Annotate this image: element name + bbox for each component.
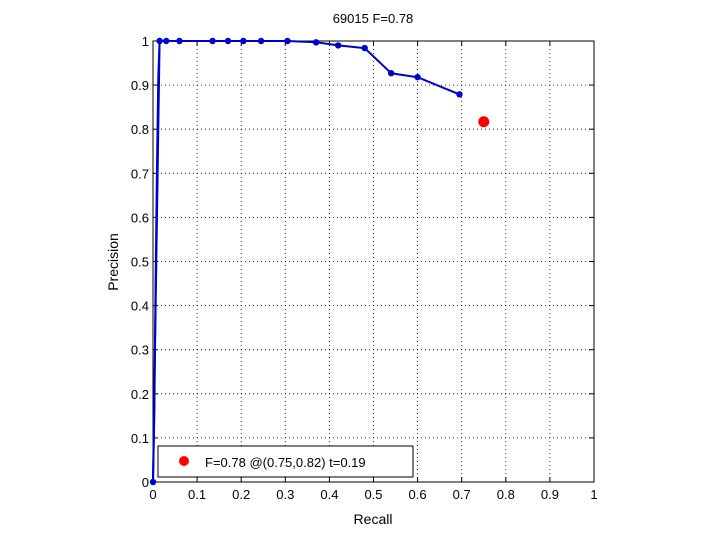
data-point <box>257 37 265 45</box>
data-point <box>361 44 368 52</box>
y-axis-label: Precision <box>105 233 121 291</box>
y-tick-label: 0.5 <box>131 255 149 270</box>
legend-box <box>157 445 414 478</box>
data-point <box>284 37 291 45</box>
chart-title: 69015 F=0.78 <box>333 11 414 26</box>
data-point <box>387 69 395 77</box>
data-point <box>456 91 463 98</box>
legend-marker <box>179 456 189 466</box>
best-f-point <box>478 116 490 128</box>
data-point <box>240 37 247 45</box>
y-tick-label: 0.1 <box>131 431 149 446</box>
data-point <box>335 42 342 49</box>
x-tick-label: 0.9 <box>541 487 559 502</box>
y-tick-label: 0.4 <box>131 299 149 314</box>
x-tick-label: 0 <box>149 487 156 502</box>
y-tick-label: 0.9 <box>131 78 149 93</box>
x-tick-labels: 0 0.1 0.2 0.3 0.4 0.5 0.6 0.7 0.8 0.9 1 <box>149 487 597 502</box>
data-point <box>176 37 183 45</box>
x-tick-label: 0.7 <box>453 487 471 502</box>
x-tick-label: 0.3 <box>276 487 294 502</box>
grid-lines <box>153 41 594 482</box>
y-tick-label: 1 <box>142 34 149 49</box>
legend: F=0.78 @(0.75,0.82) t=0.19 <box>157 445 414 478</box>
data-point <box>156 37 163 45</box>
legend-entry-label: F=0.78 @(0.75,0.82) t=0.19 <box>205 455 366 470</box>
y-tick-label: 0.6 <box>131 210 149 225</box>
y-tick-label: 0.3 <box>131 343 149 358</box>
x-tick-label: 0.8 <box>497 487 515 502</box>
x-tick-label: 1 <box>590 487 597 502</box>
series-line <box>152 40 161 483</box>
data-point <box>209 37 216 45</box>
y-tick-label: 0.2 <box>131 387 149 402</box>
y-tick-label: 0.8 <box>131 122 149 137</box>
x-tick-label: 0.1 <box>188 487 206 502</box>
data-point <box>163 37 170 45</box>
x-tick-label: 0.5 <box>364 487 382 502</box>
y-tick-labels: 0 0.1 0.2 0.3 0.4 0.5 0.6 0.7 0.8 0.9 1 <box>131 34 149 490</box>
x-axis-label: Recall <box>354 511 393 527</box>
series-layer <box>149 37 463 486</box>
data-point <box>414 73 421 81</box>
data-point <box>224 37 232 45</box>
x-tick-label: 0.6 <box>409 487 427 502</box>
x-tick-label: 0.2 <box>232 487 250 502</box>
x-tick-label: 0.4 <box>320 487 338 502</box>
y-tick-label: 0 <box>142 475 149 490</box>
data-point <box>312 39 320 46</box>
y-tick-label: 0.7 <box>131 166 149 181</box>
